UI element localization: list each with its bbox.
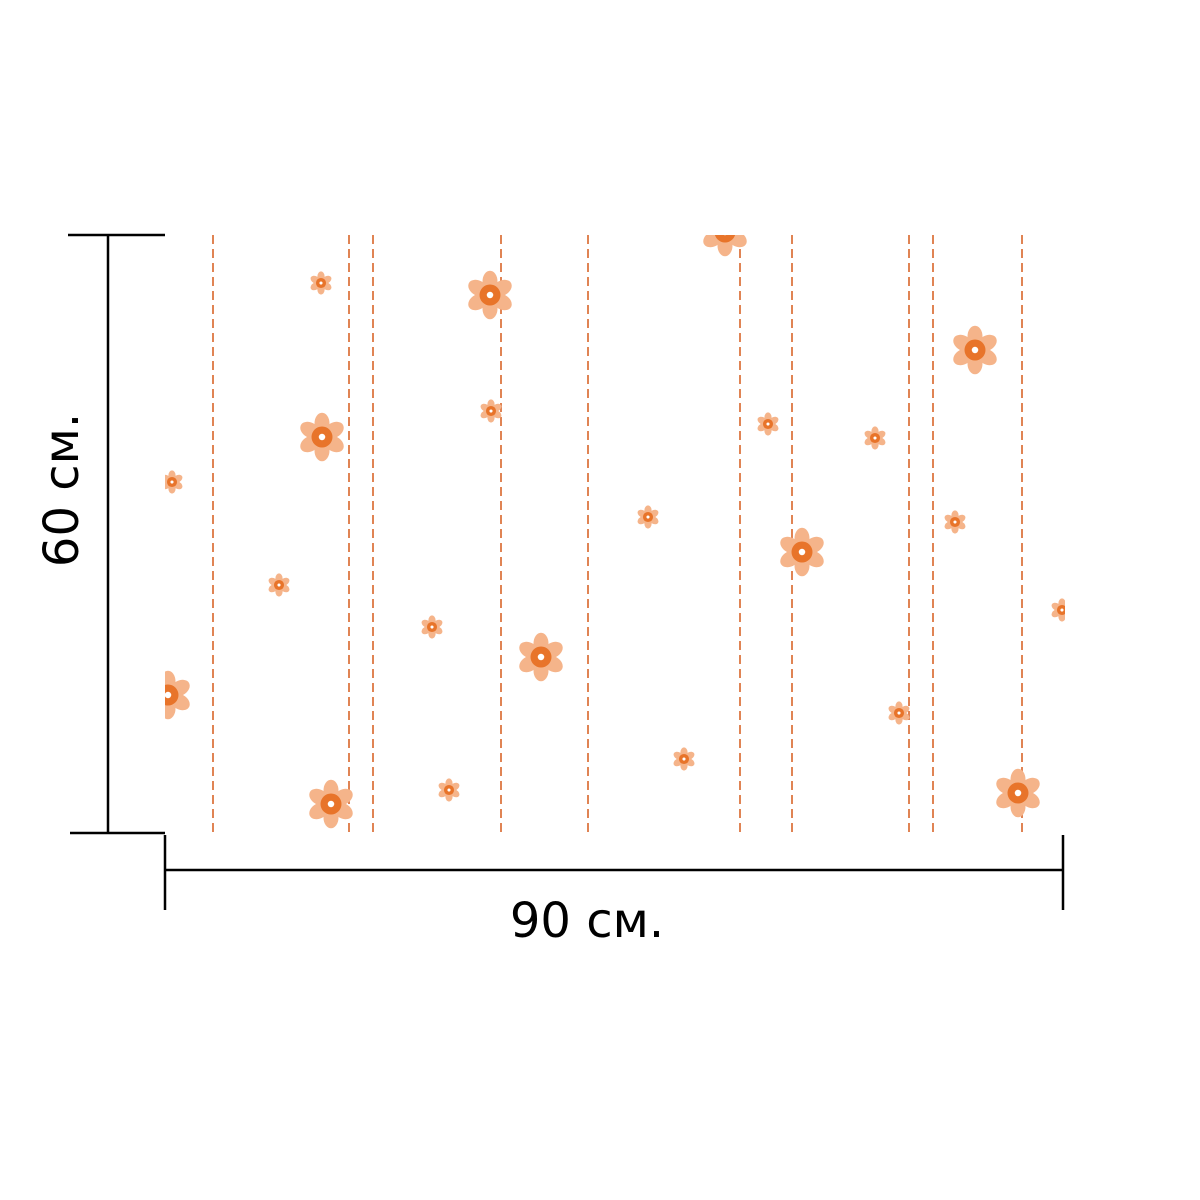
flower — [465, 270, 515, 320]
flower — [950, 325, 1000, 375]
flower — [267, 573, 291, 597]
flower — [943, 510, 967, 534]
flower — [993, 768, 1043, 818]
fabric-pattern — [165, 235, 1065, 833]
flower — [887, 701, 911, 725]
flower — [165, 470, 184, 494]
flower — [636, 505, 660, 529]
flower — [516, 632, 566, 682]
flower — [756, 412, 780, 436]
flower — [165, 670, 193, 720]
height-dimension: 60 см. — [34, 233, 165, 835]
flower — [700, 235, 750, 257]
flower — [863, 426, 887, 450]
flower — [672, 747, 696, 771]
flower — [479, 399, 503, 423]
height-label: 60 см. — [34, 413, 90, 567]
flower — [437, 778, 461, 802]
flower — [777, 527, 827, 577]
width-label: 90 см. — [510, 893, 664, 949]
flower — [420, 615, 444, 639]
flower — [297, 412, 347, 462]
width-dimension: 90 см. — [163, 835, 1065, 949]
flower — [309, 271, 333, 295]
flower — [1050, 598, 1065, 622]
